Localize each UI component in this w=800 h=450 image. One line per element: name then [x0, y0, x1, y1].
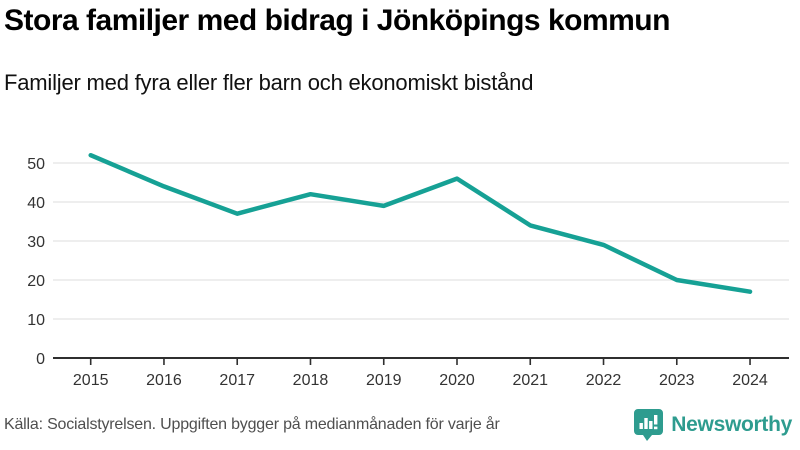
chart-subtitle: Familjer med fyra eller fler barn och ek…: [4, 70, 534, 95]
x-tick-label: 2022: [586, 372, 622, 389]
y-tick-label: 10: [27, 312, 45, 329]
newsworthy-logo-icon: [634, 409, 664, 441]
x-tick-label: 2024: [732, 372, 768, 389]
x-tick-label: 2020: [439, 372, 475, 389]
y-tick-label: 30: [27, 234, 45, 251]
x-tick-label: 2016: [146, 372, 182, 389]
source-note: Källa: Socialstyrelsen. Uppgiften bygger…: [4, 416, 500, 433]
x-tick-label: 2019: [366, 372, 402, 389]
y-tick-label: 40: [27, 195, 45, 212]
x-tick-label: 2017: [219, 372, 255, 389]
y-tick-label: 50: [27, 156, 45, 173]
y-tick-label: 20: [27, 273, 45, 290]
chart-title: Stora familjer med bidrag i Jönköpings k…: [4, 4, 670, 37]
y-tick-label: 0: [36, 351, 45, 368]
x-tick-label: 2021: [512, 372, 548, 389]
line-chart: 0 10 20 30 40 50 2015 2016 2017 2018 2019 2020 2021 2…: [27, 152, 789, 389]
x-tick-label: 2023: [659, 372, 695, 389]
x-tick-label: 2015: [73, 372, 109, 389]
newsworthy-logo: Newsworthy: [633, 408, 792, 442]
newsworthy-logo-text: Newsworthy: [671, 413, 792, 436]
data-line: [88, 152, 753, 294]
x-tick-label: 2018: [293, 372, 329, 389]
footer: Källa: Socialstyrelsen. Uppgiften bygger…: [0, 406, 800, 450]
